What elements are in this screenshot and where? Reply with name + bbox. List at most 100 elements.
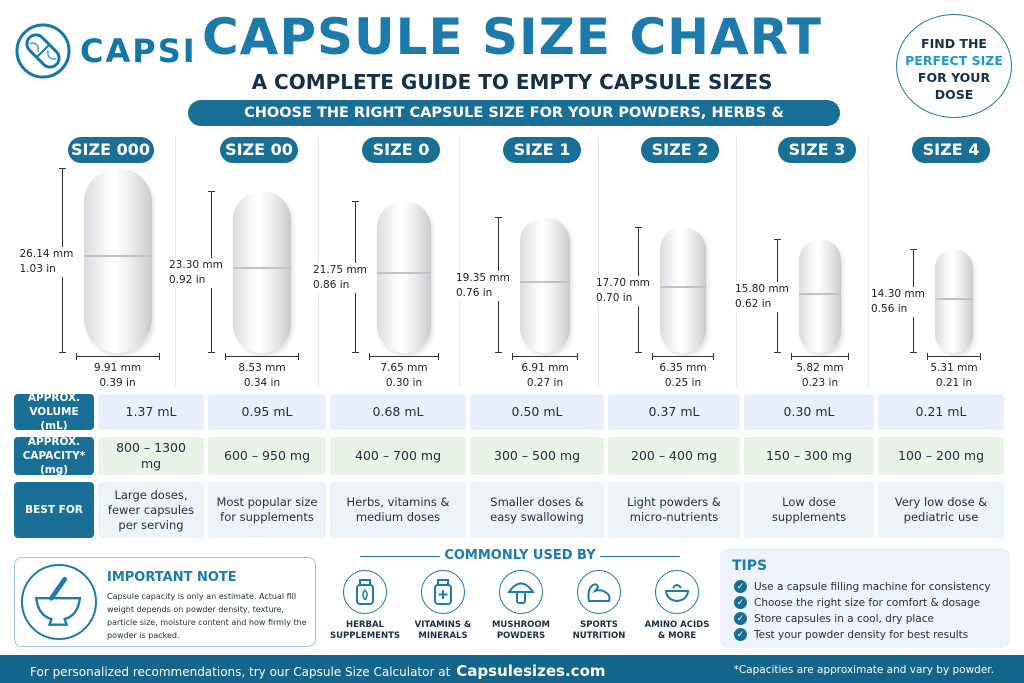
volume-cell: 0.68 mL xyxy=(330,394,466,430)
column-separator xyxy=(598,137,599,387)
diameter-in: 0.25 in xyxy=(664,377,702,389)
diameter-label: 6.91 mm 0.27 in xyxy=(515,361,575,391)
note-title: IMPORTANT NOTE xyxy=(107,570,237,585)
find-line-3: FOR YOUR xyxy=(917,70,991,85)
volume-row-label: APPROX. VOLUME (mL) xyxy=(14,392,94,432)
volume-cell: 0.37 mL xyxy=(608,394,740,430)
length-mm: 14.30 mm xyxy=(871,288,925,300)
diameter-dimension-line xyxy=(791,353,849,360)
length-mm: 26.14 mm xyxy=(19,247,74,260)
use-label: HERBAL SUPPLEMENTS xyxy=(330,620,401,641)
site-link[interactable]: Capsulesizes.com xyxy=(456,662,606,680)
capsule-image xyxy=(935,249,973,353)
length-in: 0.76 in xyxy=(456,287,493,299)
size-header: SIZE 0 xyxy=(362,137,440,163)
diameter-in: 0.39 in xyxy=(99,377,136,389)
diameter-label: 5.82 mm 0.23 in xyxy=(790,361,850,391)
capsule-logo-icon xyxy=(15,23,71,79)
tip-text: Test your powder density for best result… xyxy=(754,628,969,641)
diameter-label: 9.91 mm 0.39 in xyxy=(88,361,148,391)
length-mm: 15.80 mm xyxy=(735,283,789,295)
use-amino: AMINO ACIDS & MORE xyxy=(642,570,712,642)
capsule-image xyxy=(377,201,431,353)
length-mm: 17.70 mm xyxy=(596,277,650,289)
find-line-4: DOSE xyxy=(934,87,974,102)
diameter-dimension-line xyxy=(369,353,439,360)
length-mm: 23.30 mm xyxy=(169,259,223,271)
tip-item: ✓ Test your powder density for best resul… xyxy=(734,628,968,641)
best-for-cell: Smaller doses & easy swallowing xyxy=(470,482,604,538)
find-line-1: FIND THE xyxy=(921,36,987,51)
capacity-cell: 150 – 300 mg xyxy=(744,437,874,475)
herbal-bottle-icon xyxy=(356,579,374,605)
volume-cell: 0.95 mL xyxy=(208,394,326,430)
capacity-cell: 300 – 500 mg xyxy=(470,437,604,475)
important-note: IMPORTANT NOTE Capsule capacity is only … xyxy=(14,557,316,647)
tip-text: Choose the right size for comfort & dosa… xyxy=(754,596,981,609)
capacity-cell: 100 – 200 mg xyxy=(878,437,1004,475)
use-vitamins: VITAMINS & MINERALS xyxy=(408,570,478,642)
diameter-label: 7.65 mm 0.30 in xyxy=(374,361,434,391)
column-separator xyxy=(318,137,319,387)
length-label: 19.35 mm 0.76 in xyxy=(456,271,510,301)
diameter-mm: 8.53 mm xyxy=(238,362,286,374)
diameter-in: 0.21 in xyxy=(935,377,973,389)
length-in: 0.62 in xyxy=(735,298,772,310)
footer-text: For personalized recommendations, try ou… xyxy=(30,662,606,680)
check-icon: ✓ xyxy=(734,628,747,641)
diameter-in: 0.23 in xyxy=(801,377,839,389)
diameter-in: 0.30 in xyxy=(385,377,423,389)
use-label: VITAMINS & MINERALS xyxy=(414,620,472,641)
volume-cell: 0.30 mL xyxy=(744,394,874,430)
tips-panel: TIPS ✓ Use a capsule filling machine for … xyxy=(720,548,1010,648)
size-header: SIZE 1 xyxy=(503,137,581,163)
use-mushroom: MUSHROOM POWDERS xyxy=(486,570,556,642)
diameter-dimension-line xyxy=(927,353,981,360)
length-mm: 19.35 mm xyxy=(456,272,510,284)
guide-banner: CHOOSE THE RIGHT CAPSULE SIZE FOR YOUR P… xyxy=(188,100,840,147)
diameter-label: 6.35 mm 0.25 in xyxy=(653,361,713,391)
volume-cell: 0.50 mL xyxy=(470,394,604,430)
use-sports: SPORTS NUTRITION xyxy=(564,570,634,642)
length-mm: 21.75 mm xyxy=(313,264,367,276)
length-label: 15.80 mm 0.62 in xyxy=(735,282,789,312)
best-for-cell: Very low dose & pediatric use xyxy=(878,482,1004,538)
diameter-mm: 6.35 mm xyxy=(659,362,707,374)
tip-item: ✓ Use a capsule filling machine for consi… xyxy=(734,580,991,593)
length-label: 17.70 mm 0.70 in xyxy=(596,276,650,306)
bowl-icon xyxy=(664,584,690,603)
page-title: CAPSULE SIZE CHART xyxy=(201,8,823,66)
best-for-cell: Low dose supplements xyxy=(744,482,874,538)
length-in: 0.86 in xyxy=(313,279,350,291)
tip-item: ✓ Store capsules in a cool, dry place xyxy=(734,612,934,625)
capsule-image xyxy=(83,168,152,353)
diameter-mm: 6.91 mm xyxy=(521,362,569,374)
find-size-badge: FIND THE PERFECT SIZE FOR YOUR DOSE xyxy=(896,14,1012,118)
use-herbal: HERBAL SUPPLEMENTS xyxy=(330,570,400,642)
capsule-image xyxy=(233,191,291,353)
check-icon: ✓ xyxy=(734,612,747,625)
page-subtitle: A COMPLETE GUIDE TO EMPTY CAPSULE SIZES xyxy=(251,70,773,94)
capacity-cell: 400 – 700 mg xyxy=(330,437,466,475)
capsule-image xyxy=(799,239,841,353)
size-header: SIZE 000 xyxy=(67,137,154,163)
flexed-arm-icon xyxy=(587,583,611,602)
diameter-in: 0.27 in xyxy=(526,377,564,389)
diameter-mm: 5.82 mm xyxy=(796,362,844,374)
commonly-used-title: COMMONLY USED BY xyxy=(444,548,596,563)
length-in: 1.03 in xyxy=(19,262,56,275)
length-label: 14.30 mm 0.56 in xyxy=(871,287,925,317)
best-for-cell: Herbs, vitamins & medium doses xyxy=(330,482,466,538)
size-header: SIZE 2 xyxy=(641,137,719,163)
capacity-cell: 600 – 950 mg xyxy=(208,437,326,475)
diameter-label: 8.53 mm 0.34 in xyxy=(232,361,292,391)
diameter-dimension-line xyxy=(652,353,714,360)
diameter-in: 0.34 in xyxy=(243,377,281,389)
best-for-row-label: BEST FOR xyxy=(14,482,94,538)
length-label: 21.75 mm 0.86 in xyxy=(313,263,367,293)
note-text: Capsule capacity is only an estimate. Ac… xyxy=(107,592,307,640)
capacity-cell: 800 – 1300 mg xyxy=(98,437,204,475)
footer-disclaimer: *Capacities are approximate and vary by … xyxy=(733,664,994,676)
capacity-row-label: APPROX. CAPACITY* (mg) xyxy=(14,436,94,476)
footer: For personalized recommendations, try ou… xyxy=(0,655,1024,683)
